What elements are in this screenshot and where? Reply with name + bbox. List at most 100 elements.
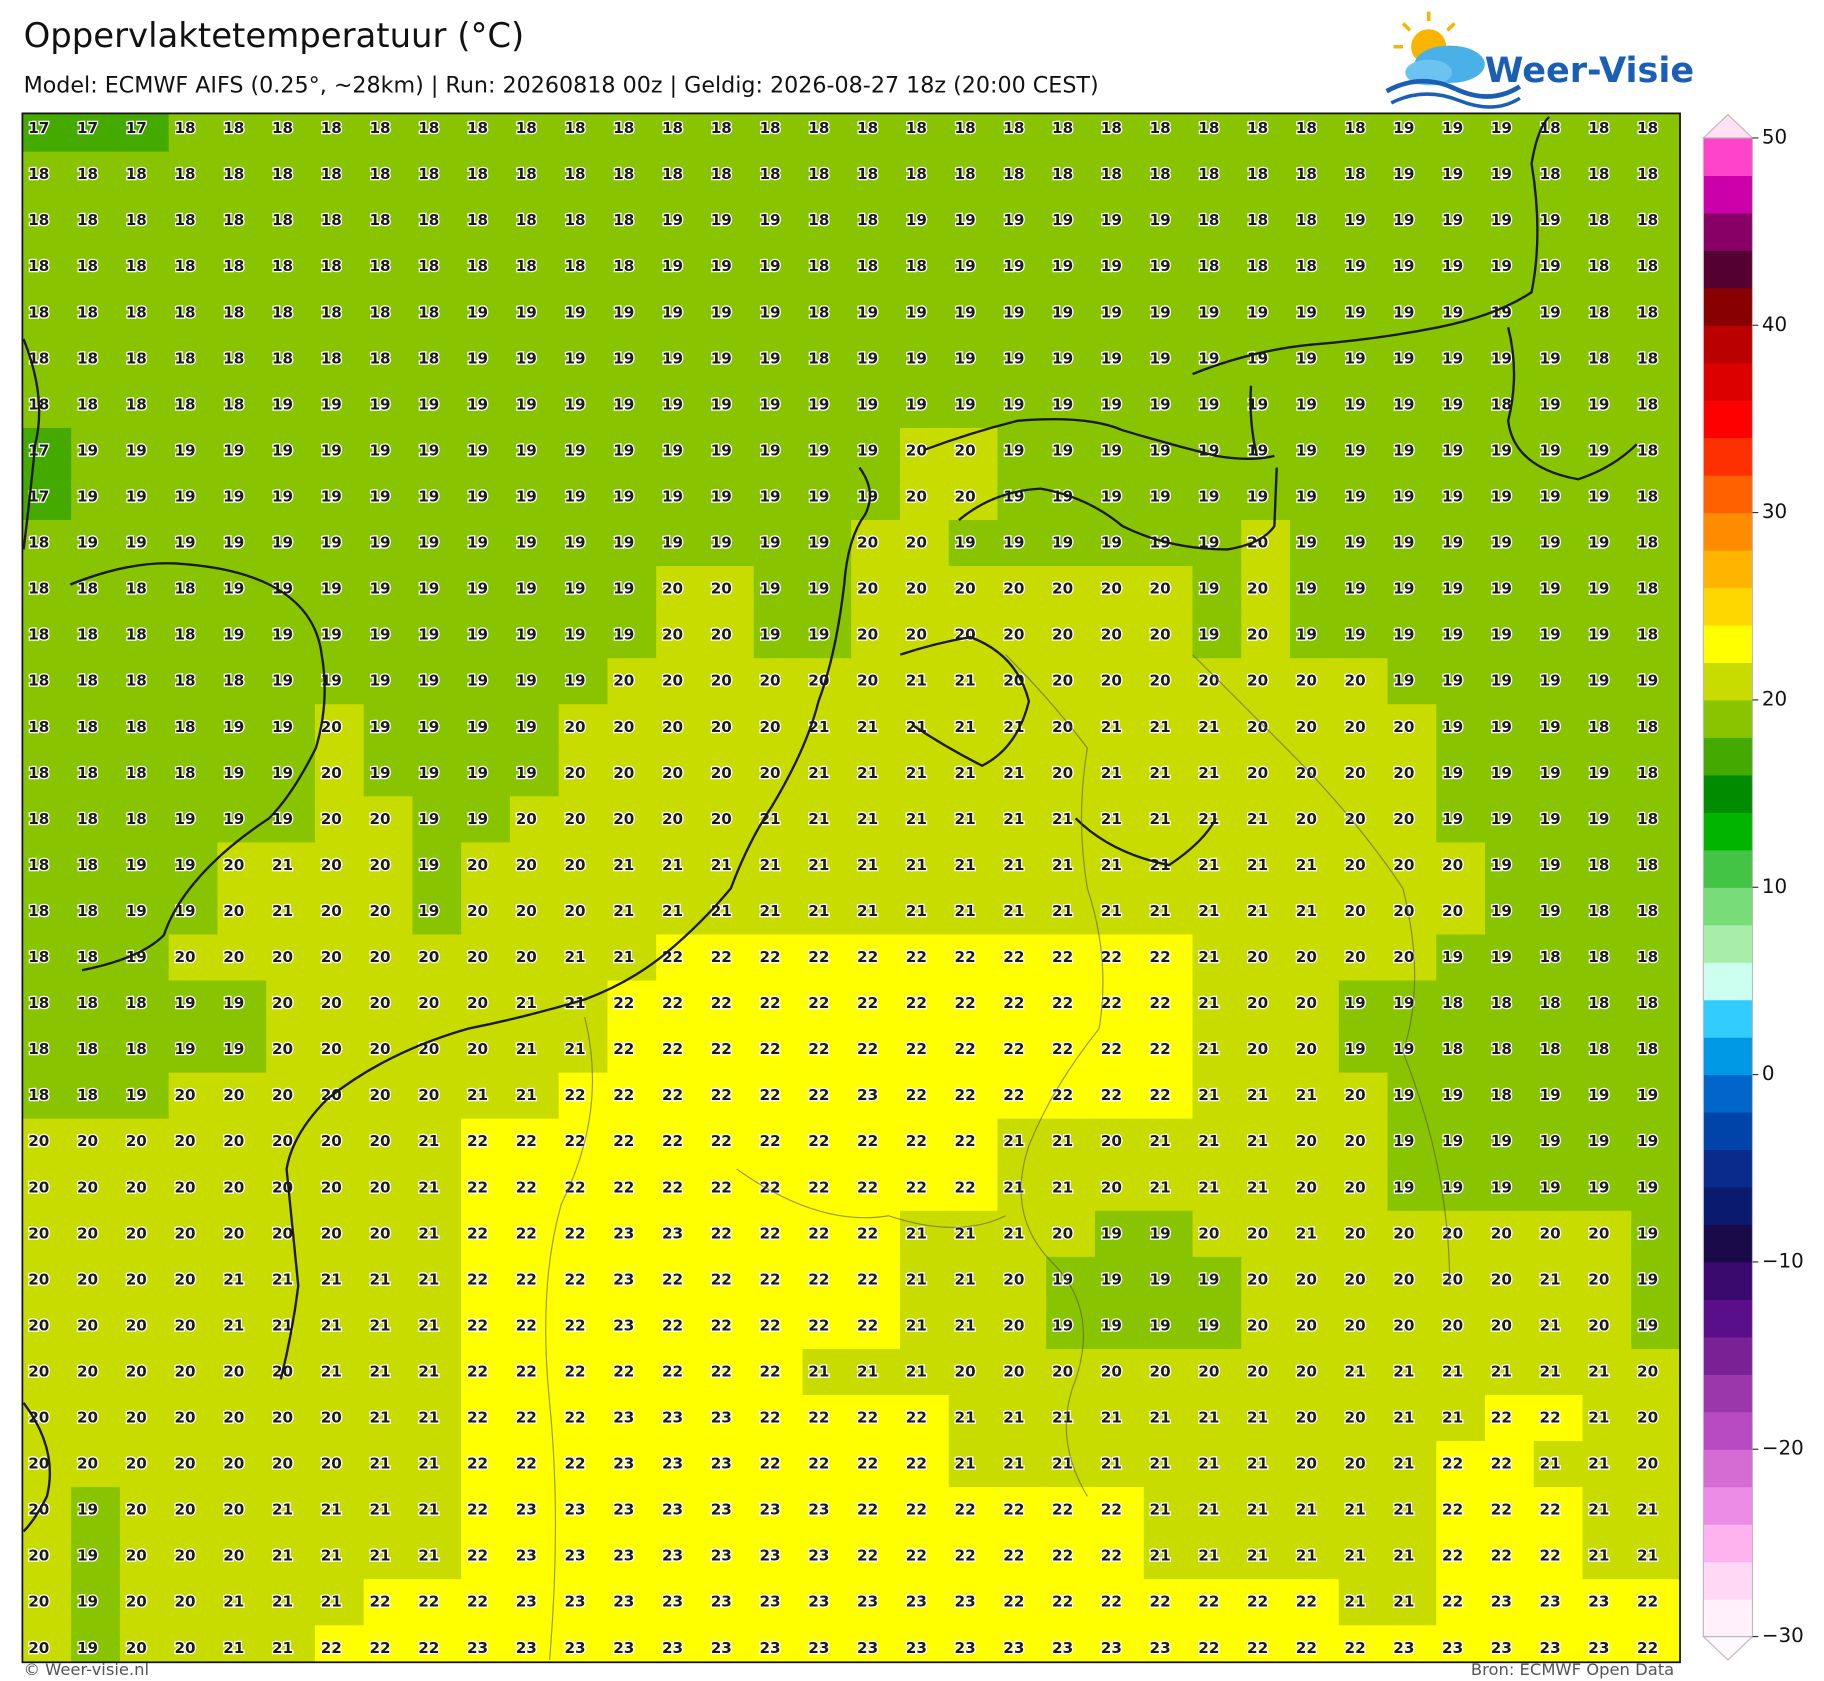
temperature-cell [1143,243,1194,291]
temperature-cell [1143,1164,1194,1212]
temperature-label: 19 [1003,534,1024,552]
temperature-cell [1094,1302,1145,1350]
temperature-label: 20 [1637,1409,1658,1427]
temperature-label: 18 [1637,902,1658,920]
temperature-label: 18 [369,211,390,229]
temperature-label: 19 [1247,303,1268,321]
temperature-label: 22 [516,1362,537,1380]
temperature-cell [1387,658,1437,705]
temperature-label: 19 [1198,349,1219,367]
temperature-cell [1192,1072,1242,1120]
temperature-cell [363,934,414,982]
temperature-cell [22,612,72,659]
temperature-label: 20 [662,580,683,598]
temperature-cell [948,1533,999,1580]
temperature-label: 19 [1540,1132,1561,1150]
temperature-cell [607,980,657,1028]
temperature-cell [1192,980,1242,1028]
temperature-cell [1387,566,1437,613]
temperature-label: 20 [1491,1224,1512,1242]
temperature-label: 19 [662,441,683,459]
temperature-label: 22 [1442,1593,1463,1611]
temperature-label: 19 [1588,672,1609,690]
temperature-label: 22 [1491,1501,1512,1519]
temperature-cell [1533,612,1584,659]
temperature-cell [461,1394,511,1442]
temperature-label: 22 [1052,1501,1073,1519]
temperature-cell [558,842,609,890]
temperature-cell [1387,1579,1437,1626]
temperature-label: 20 [1101,1362,1122,1380]
temperature-cell [1046,243,1096,291]
temperature-cell [1046,888,1096,936]
temperature-cell [704,612,755,659]
colorbar-swatch [1703,1561,1753,1600]
temperature-cell [1192,473,1242,521]
temperature-label: 18 [1247,165,1268,183]
temperature-label: 19 [1588,1178,1609,1196]
temperature-cell [22,1164,72,1212]
temperature-label: 18 [906,165,927,183]
temperature-label: 22 [760,948,781,966]
temperature-label: 18 [174,718,195,736]
temperature-label: 19 [1003,303,1024,321]
temperature-label: 22 [564,1270,585,1288]
temperature-label: 20 [272,1132,293,1150]
temperature-label: 18 [1637,441,1658,459]
temperature-label: 20 [955,1362,976,1380]
temperature-cell [168,1579,219,1626]
temperature-cell [1436,612,1486,659]
temperature-cell [1533,520,1584,567]
temperature-label: 19 [1540,902,1561,920]
temperature-cell [1241,151,1291,199]
temperature-cell [1046,1441,1096,1488]
temperature-cell [71,520,121,567]
temperature-label: 20 [1491,1316,1512,1334]
temperature-cell [1485,1256,1535,1304]
temperature-cell [1338,1441,1389,1488]
temperature-label: 19 [1345,994,1366,1012]
temperature-cell [412,980,462,1028]
temperature-cell [1046,1348,1096,1396]
temperature-label: 22 [1442,1547,1463,1565]
temperature-label: 19 [564,580,585,598]
temperature-cell [1241,612,1291,659]
temperature-cell [656,520,706,567]
temperature-cell [1094,888,1145,936]
temperature-label: 22 [1003,1593,1024,1611]
temperature-label: 21 [955,1224,976,1242]
temperature-label: 18 [126,672,147,690]
temperature-label: 19 [1198,1316,1219,1334]
temperature-cell [1241,1302,1291,1350]
temperature-cell [71,934,121,982]
temperature-cell [1631,520,1681,567]
temperature-label: 21 [955,810,976,828]
temperature-label: 21 [808,902,829,920]
temperature-cell [266,151,316,199]
temperature-label: 20 [564,856,585,874]
temperature-label: 23 [1540,1593,1561,1611]
temperature-label: 21 [1150,1409,1171,1427]
temperature-label: 20 [126,1178,147,1196]
temperature-label: 22 [516,1224,537,1242]
temperature-label: 18 [272,211,293,229]
temperature-cell [168,796,219,844]
temperature-label: 19 [857,441,878,459]
temperature-cell [363,243,414,291]
temperature-cell [1436,197,1486,245]
temperature-label: 18 [126,303,147,321]
temperature-cell [1582,1256,1632,1304]
temperature-label: 19 [126,441,147,459]
temperature-cell [1387,1533,1437,1580]
temperature-label: 20 [28,1593,49,1611]
temperature-cell [851,1348,901,1396]
temperature-cell [851,796,901,844]
temperature-cell [1582,658,1632,705]
temperature-label: 22 [711,1224,732,1242]
temperature-cell [558,888,609,936]
temperature-label: 21 [1150,810,1171,828]
temperature-label: 21 [369,1316,390,1334]
temperature-cell [1387,796,1437,844]
temperature-cell [1046,566,1096,613]
temperature-cell [753,888,804,936]
